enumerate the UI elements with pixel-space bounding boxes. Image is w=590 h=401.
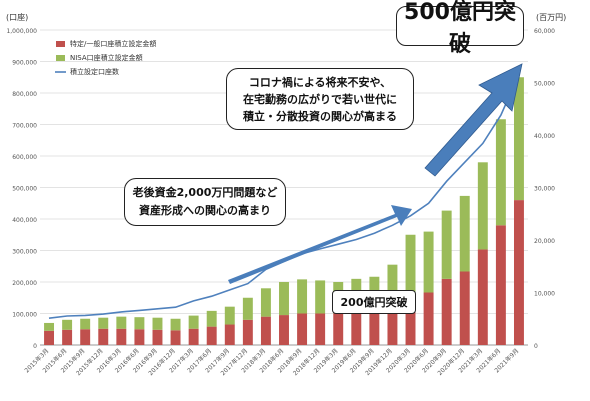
bar-green [441,210,452,279]
arrow-small [228,205,412,284]
callout-retirement-line1: 老後資金2,000万円問題など [132,186,278,199]
callout-200: 200億円突破 [332,290,416,314]
callout-covid-line2: 在宅勤務の広がりで若い世代に [243,92,397,106]
bar-green [80,318,91,330]
callout-retirement-line2: 資産形成への関心の高まり [139,204,271,217]
legend-label: NISA口座積立設定金額 [70,53,143,62]
bar-red [44,330,55,345]
bar-green [62,319,73,330]
bar-red [224,324,235,345]
bar-red [62,329,73,345]
bar-red [98,328,109,345]
bar-green [387,264,398,311]
y-left-tick-label: 500,000 [12,186,37,193]
y-left-tick-label: 200,000 [12,280,37,287]
bar-green [170,318,181,331]
y-right-tick-label: 60,000 [534,28,555,35]
bar-green [405,234,416,309]
y-left-tick-label: 400,000 [12,217,37,224]
bar-red [315,313,326,345]
bar-green [224,306,235,325]
bar-green [152,317,163,330]
legend-label: 積立設定口座数 [70,67,119,76]
y-left-tick-label: 1,000,000 [6,28,37,35]
y-right-tick-label: 10,000 [534,291,555,298]
bar-green [279,282,289,316]
callout-covid-line3: 積立・分散投資の関心が高まる [243,109,397,123]
bar-red [351,313,362,345]
callout-500-text: 500億円突破 [404,0,516,57]
bar-red [495,225,506,345]
bar-red [297,313,308,345]
callout-500: 500億円突破 [396,0,524,57]
bar-red [188,328,199,345]
bar-green [44,322,55,331]
callout-covid-line1: コロナ禍による将来不安や、 [248,75,392,89]
bar-red [242,319,253,345]
y-left-tick-label: 900,000 [12,60,37,67]
bar-green [477,162,488,250]
y-right-tick-label: 30,000 [534,186,555,193]
bar-red [260,316,271,345]
bar-green [206,310,217,327]
callout-covid: コロナ禍による将来不安や、 在宅勤務の広がりで若い世代に 積立・分散投資の関心が… [226,68,414,130]
y-left-tick-label: 300,000 [12,249,37,256]
y-right-tick-label: 20,000 [534,238,555,245]
bar-green [495,119,506,226]
y-left-tick-label: 0 [33,343,37,350]
arrow-large [424,63,523,177]
y-left-tick-label: 600,000 [12,154,37,161]
y-right-tick-label: 0 [534,343,538,350]
y-left-tick-label: 100,000 [12,312,37,319]
bar-green [188,315,199,329]
bar-red [513,200,524,345]
bar-red [387,310,398,345]
bar-green [260,288,271,317]
bar-red [459,271,470,345]
bar-red [441,278,452,345]
bar-green [513,77,524,201]
bar-green [297,279,308,314]
bar-green [423,231,434,293]
bar-red [170,330,181,345]
bar-green [116,316,127,329]
bar-red [152,329,163,345]
bar-green [315,280,326,314]
bar-green [242,297,253,320]
bar-red [116,328,127,345]
bar-red [405,308,416,345]
bar-green [459,195,470,272]
bar-green [134,317,145,330]
y-left-tick-label: 800,000 [12,91,37,98]
bar-red [206,326,217,345]
bar-red [423,292,434,345]
callout-200-text: 200億円突破 [340,296,408,309]
bar-red [134,329,145,345]
bar-green [98,317,109,329]
y-right-tick-label: 50,000 [534,81,555,88]
right-axis-unit: (百万円) [536,13,567,22]
legend-swatch [56,55,65,61]
bar-red [477,249,488,345]
callout-retirement: 老後資金2,000万円問題など 資産形成への関心の高まり [124,178,286,226]
bar-red [369,313,380,345]
y-left-tick-label: 700,000 [12,123,37,130]
left-axis-unit: (口座) [6,13,29,22]
legend-swatch [56,41,65,47]
legend-label: 特定/一般口座積立設定金額 [70,39,156,48]
y-right-tick-label: 40,000 [534,133,555,140]
bar-red [80,329,91,345]
bar-red [333,313,344,345]
bar-red [279,315,289,345]
